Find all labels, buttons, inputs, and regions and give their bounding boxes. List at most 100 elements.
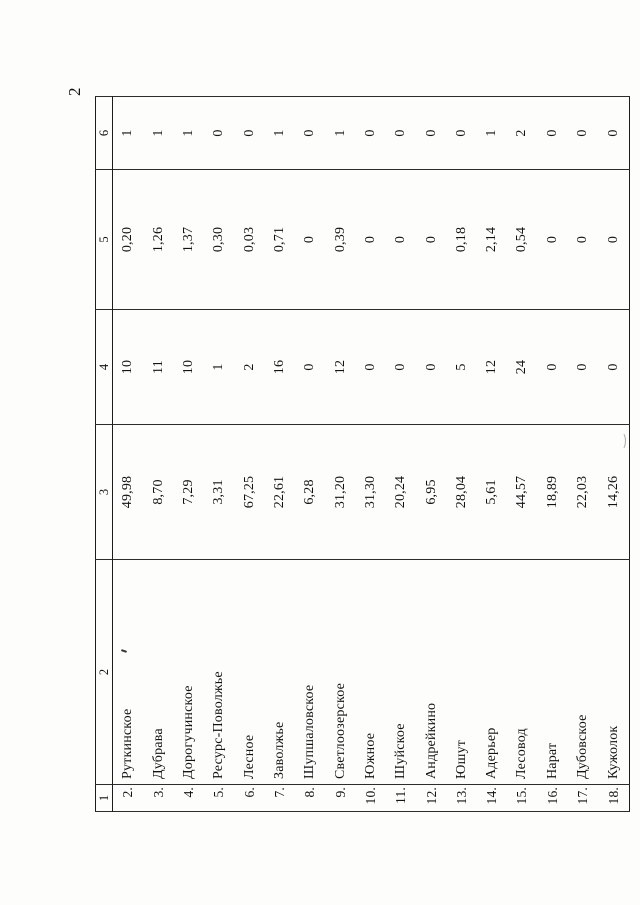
page-number: 2 <box>65 87 84 97</box>
col-5-value: 0 <box>386 169 417 310</box>
col-4-value: 0 <box>355 309 387 425</box>
rotated-content: 2 1 2 3 4 5 6 2. Руткинское 49 <box>65 88 630 812</box>
name-cell: Южное <box>355 559 387 785</box>
col-4-value: 12 <box>477 309 508 425</box>
col-5-value: 1,26 <box>143 169 175 310</box>
name-cell: Андрейкино <box>416 559 447 785</box>
col-6-value: 1 <box>143 96 175 170</box>
col-4-value: 10 <box>112 309 144 425</box>
col-6-value: 0 <box>598 96 630 170</box>
col-3-value: 44,57 <box>507 424 538 560</box>
col-6-value: 0 <box>567 96 599 170</box>
col-5-value: 0 <box>355 169 387 310</box>
row-number-cell: 6. <box>234 784 265 812</box>
table-row: 18. Кужолок 14,26 0 0 0 <box>598 96 630 812</box>
row-number-cell: 12. <box>416 784 447 812</box>
table-row: 15. Лесовод 44,57 24 0,54 2 <box>507 96 538 812</box>
col-4-value: 11 <box>143 309 175 425</box>
row-number-cell: 11. <box>386 784 417 812</box>
col-5-value: 0 <box>567 169 599 310</box>
name-cell: Лесовод <box>507 559 538 785</box>
header-col-2: 2 <box>95 559 113 785</box>
col-3-value: 22,03 <box>567 424 599 560</box>
row-number-cell: 2. <box>112 784 144 812</box>
header-col-1: 1 <box>95 784 113 812</box>
row-number-cell: 13. <box>446 784 477 812</box>
col-3-value: 22,61 <box>264 424 296 560</box>
table-row: 2. Руткинское 49,98 10 0,20 1 <box>112 96 144 812</box>
row-number-cell: 3. <box>143 784 175 812</box>
col-6-value: 1 <box>264 96 296 170</box>
col-4-value: 0 <box>537 309 568 425</box>
col-6-value: 0 <box>386 96 417 170</box>
col-4-value: 0 <box>295 309 326 425</box>
col-3-value: 67,25 <box>234 424 265 560</box>
col-5-value: 2,14 <box>477 169 508 310</box>
data-table: 1 2 3 4 5 6 2. Руткинское 49,98 10 0,20 1 3. Ду… <box>95 96 630 812</box>
col-5-value: 0 <box>295 169 326 310</box>
col-4-value: 0 <box>416 309 447 425</box>
header-col-4: 4 <box>95 309 113 425</box>
name-cell: Светлоозерское <box>325 559 356 785</box>
col-6-value: 0 <box>416 96 447 170</box>
col-4-value: 10 <box>174 309 205 425</box>
table-row: 7. Заволжье 22,61 16 0,71 1 <box>264 96 296 812</box>
row-number-cell: 15. <box>507 784 538 812</box>
col-4-value: 5 <box>446 309 477 425</box>
name-cell: Ресурс-Поволжье <box>204 559 235 785</box>
col-4-value: 0 <box>386 309 417 425</box>
header-col-3: 3 <box>95 424 113 560</box>
header-row: 1 2 3 4 5 6 <box>95 96 113 812</box>
name-cell: Кужолок <box>598 559 630 785</box>
col-5-value: 0,03 <box>234 169 265 310</box>
col-3-value: 6,95 <box>416 424 447 560</box>
header-col-5: 5 <box>95 169 113 310</box>
col-6-value: 0 <box>355 96 387 170</box>
table-row: 10. Южное 31,30 0 0 0 <box>355 96 387 812</box>
col-5-value: 0,39 <box>325 169 356 310</box>
col-4-value: 2 <box>234 309 265 425</box>
col-6-value: 0 <box>295 96 326 170</box>
table-row: 16. Нарат 18,89 0 0 0 <box>537 96 568 812</box>
col-6-value: 1 <box>174 96 205 170</box>
name-cell: Адерьер <box>477 559 508 785</box>
row-number-cell: 14. <box>477 784 508 812</box>
col-3-value: 7,29 <box>174 424 205 560</box>
col-4-value: 1 <box>204 309 235 425</box>
col-5-value: 0,18 <box>446 169 477 310</box>
table-row: 8. Шупшаловское 6,28 0 0 0 <box>295 96 326 812</box>
table-header: 1 2 3 4 5 6 <box>95 96 113 812</box>
table-row: 9. Светлоозерское 31,20 12 0,39 1 <box>325 96 356 812</box>
table-row: 3. Дубрава 8,70 11 1,26 1 <box>143 96 175 812</box>
name-cell: Шупшаловское <box>295 559 326 785</box>
row-number-cell: 7. <box>264 784 296 812</box>
table-row: 13. Юшут 28,04 5 0,18 0 <box>446 96 477 812</box>
name-cell: Юшут <box>446 559 477 785</box>
table-body: 2. Руткинское 49,98 10 0,20 1 3. Дубрава 8,70 11 1… <box>112 96 630 812</box>
scan-squiggle <box>617 432 626 450</box>
name-cell: Дорогучинское <box>174 559 205 785</box>
name-cell: Дубрава <box>143 559 175 785</box>
table-row: 4. Дорогучинское 7,29 10 1,37 1 <box>174 96 205 812</box>
col-5-value: 0,30 <box>204 169 235 310</box>
row-number-cell: 5. <box>204 784 235 812</box>
col-3-value: 20,24 <box>386 424 417 560</box>
col-5-value: 0,20 <box>112 169 144 310</box>
col-4-value: 24 <box>507 309 538 425</box>
name-cell: Дубовское <box>567 559 599 785</box>
col-3-value: 8,70 <box>143 424 175 560</box>
name-cell: Руткинское <box>112 559 144 785</box>
col-6-value: 2 <box>507 96 538 170</box>
name-cell: Заволжье <box>264 559 296 785</box>
col-5-value: 0,54 <box>507 169 538 310</box>
row-number-cell: 16. <box>537 784 568 812</box>
table-row: 5. Ресурс-Поволжье 3,31 1 0,30 0 <box>204 96 235 812</box>
table-row: 11. Шуйское 20,24 0 0 0 <box>386 96 417 812</box>
row-number-cell: 4. <box>174 784 205 812</box>
table-row: 14. Адерьер 5,61 12 2,14 1 <box>477 96 508 812</box>
col-6-value: 1 <box>325 96 356 170</box>
col-3-value: 3,31 <box>204 424 235 560</box>
col-4-value: 0 <box>567 309 599 425</box>
col-3-value: 28,04 <box>446 424 477 560</box>
